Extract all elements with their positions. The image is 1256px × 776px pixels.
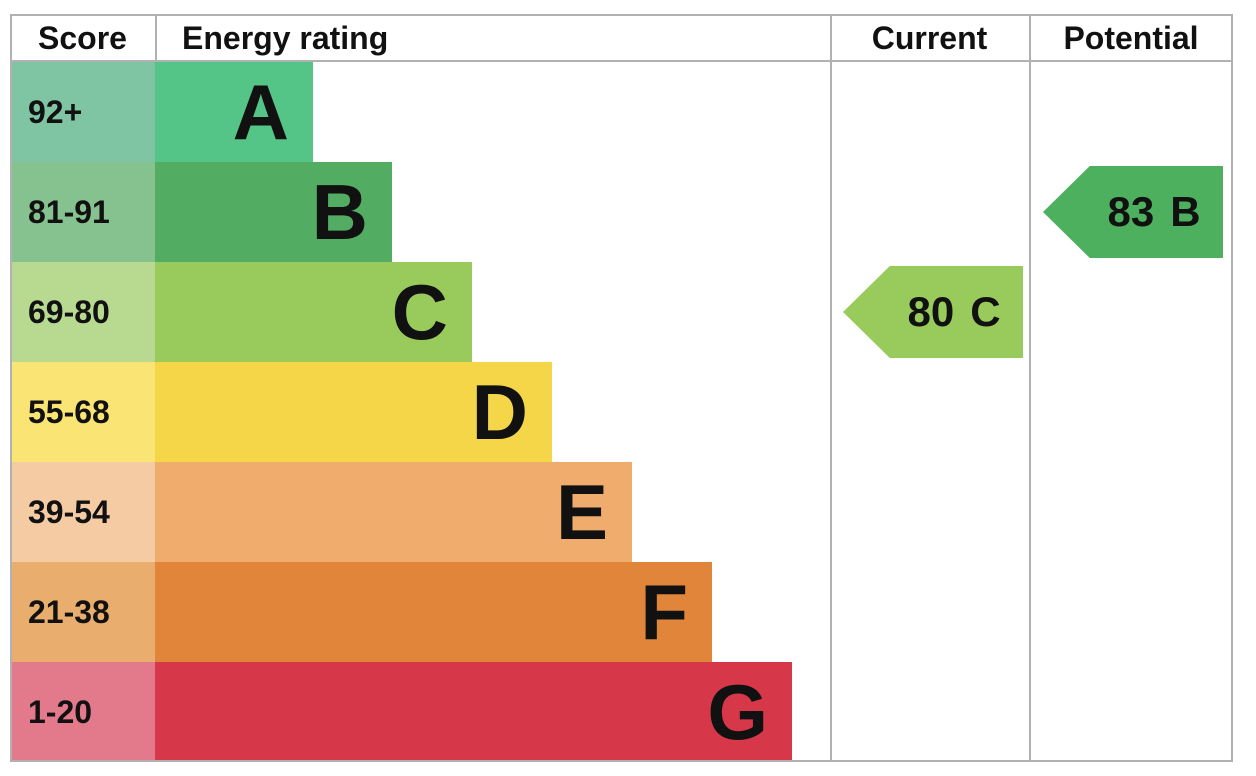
energy-rating-column-header: Energy rating xyxy=(182,19,389,56)
band-bar-g: G xyxy=(155,662,792,762)
band-bar-e: E xyxy=(155,462,632,562)
score-range-b: 81-91 xyxy=(10,162,155,262)
band-bar-d: D xyxy=(155,362,552,462)
current-rating-arrow: 80 C xyxy=(843,266,1023,358)
band-letter-b: B xyxy=(311,167,368,256)
score-column-header: Score xyxy=(38,19,127,56)
score-range-g: 1-20 xyxy=(10,662,155,762)
score-range-f: 21-38 xyxy=(10,562,155,662)
band-letter-f: F xyxy=(640,567,688,656)
band-letter-d: D xyxy=(471,367,528,456)
potential-rating-letter: B xyxy=(1170,188,1201,235)
current-rating-letter: C xyxy=(970,288,1001,335)
band-letter-c: C xyxy=(391,267,448,356)
band-bar-f: F xyxy=(155,562,712,662)
score-range-c: 69-80 xyxy=(10,262,155,362)
current-rating-value: 80 xyxy=(907,288,955,335)
potential-column-header: Potential xyxy=(1063,19,1199,56)
score-range-d: 55-68 xyxy=(10,362,155,462)
potential-rating-arrow: 83 B xyxy=(1043,166,1223,258)
band-bar-c: C xyxy=(155,262,472,362)
band-letter-g: G xyxy=(707,667,768,756)
band-bar-a: A xyxy=(155,62,313,162)
current-column-header: Current xyxy=(871,19,988,56)
band-letter-e: E xyxy=(555,467,608,556)
potential-rating-value: 83 xyxy=(1107,188,1155,235)
band-bar-b: B xyxy=(155,162,392,262)
score-column-divider xyxy=(155,14,157,62)
header-divider-line xyxy=(10,60,1233,62)
score-range-a: 92+ xyxy=(10,62,155,162)
potential-column-divider xyxy=(1029,14,1031,762)
current-column-divider xyxy=(830,14,832,762)
score-range-e: 39-54 xyxy=(10,462,155,562)
band-letter-a: A xyxy=(232,67,289,156)
